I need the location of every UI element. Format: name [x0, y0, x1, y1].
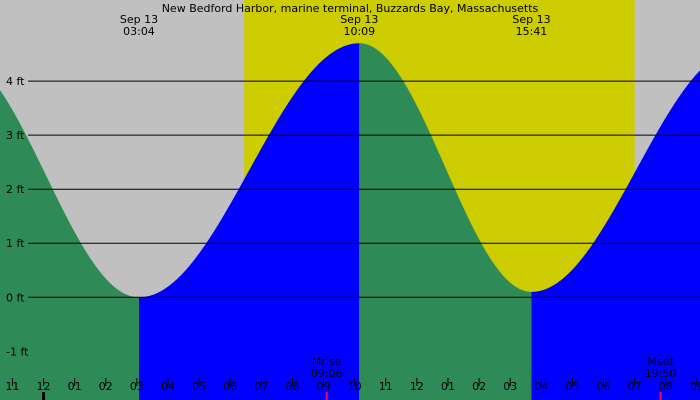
extreme-time-label: 15:41 [516, 25, 548, 38]
x-tick-label: 03 [503, 380, 517, 393]
extreme-date-label: Sep 13 [120, 13, 158, 26]
x-axis: 11 12 01 02 03 04 05 06 07 08 09 10 11 12 01 02 03 04 05 06… [5, 378, 700, 400]
chart-title: New Bedford Harbor, marine terminal, Buz… [162, 2, 539, 15]
y-tick-label: 3 ft [6, 129, 25, 142]
x-tick-label: 05 [565, 380, 579, 393]
y-tick-label: 1 ft [6, 237, 25, 250]
height-gridlines [28, 80, 700, 298]
falling-tide-area [0, 90, 139, 400]
y-axis-labels: 4 ft 3 ft 2 ft 1 ft 0 ft -1 ft [6, 75, 29, 358]
y-tick-label: 0 ft [6, 291, 25, 304]
x-tick-label: 05 [192, 380, 206, 393]
moon-event-time: 09:06 [311, 367, 343, 380]
y-tick-label: 4 ft [6, 75, 25, 88]
y-tick-label: 2 ft [6, 183, 25, 196]
x-tick-label: 10 [348, 380, 362, 393]
tide-fill-areas [0, 43, 700, 400]
x-tick-label: 02 [472, 380, 486, 393]
x-tick-label: 07 [254, 380, 268, 393]
x-tick-label: 04 [161, 380, 175, 393]
moon-event-time: 19:50 [645, 367, 677, 380]
x-tick-label: 11 [379, 380, 393, 393]
extreme-date-label: Sep 13 [512, 13, 550, 26]
falling-tide-area [359, 43, 532, 400]
moon-event-label: Mrise [312, 355, 342, 368]
rising-tide-area [138, 43, 360, 400]
extreme-time-label: 03:04 [123, 25, 155, 38]
x-tick-label: 12 [410, 380, 424, 393]
extreme-time-label: 10:09 [343, 25, 375, 38]
x-tick-label: 02 [99, 380, 113, 393]
x-tick-label: 09 [690, 380, 700, 393]
x-tick-label: 01 [441, 380, 455, 393]
x-tick-label: 08 [285, 380, 299, 393]
x-tick-label: 12 [37, 380, 51, 393]
x-tick-label: 11 [5, 380, 19, 393]
rising-tide-area [531, 70, 700, 400]
moon-event-label: Mset [647, 355, 674, 368]
x-tick-label: 07 [628, 380, 642, 393]
x-tick-label: 04 [534, 380, 548, 393]
x-tick-label: 03 [130, 380, 144, 393]
extreme-date-label: Sep 13 [340, 13, 378, 26]
x-tick-label: 01 [68, 380, 82, 393]
x-tick-label: 06 [223, 380, 237, 393]
y-tick-label: -1 ft [6, 345, 29, 358]
x-tick-label: 06 [597, 380, 611, 393]
x-tick-label: 08 [659, 380, 673, 393]
x-tick-label: 09 [317, 380, 331, 393]
